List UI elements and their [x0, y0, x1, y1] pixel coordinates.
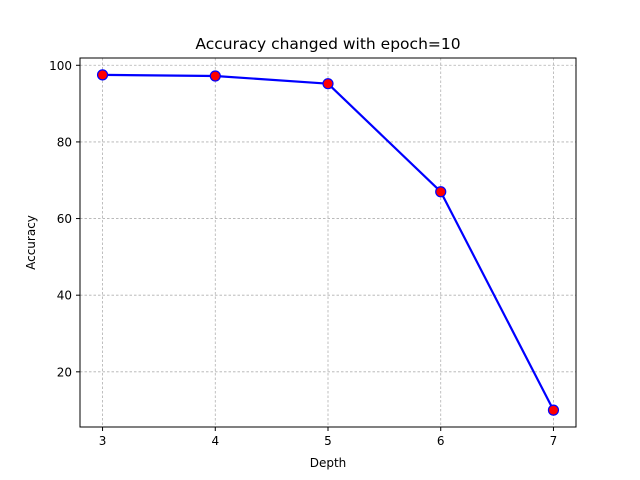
- y-tick-label: 40: [57, 289, 72, 303]
- x-tick-label: 3: [99, 434, 107, 448]
- data-point: [209, 70, 221, 82]
- data-point: [96, 69, 109, 81]
- data-point: [547, 404, 560, 416]
- x-tick-label: 5: [324, 434, 332, 448]
- x-axis-label: Depth: [310, 456, 347, 470]
- x-tick-label: 4: [211, 434, 219, 448]
- y-axis-label: Accuracy: [24, 215, 38, 270]
- ticks: 3 4 5 6 7 20 40 60 80 100: [49, 59, 557, 448]
- data-point: [435, 186, 447, 198]
- series-layer: [96, 69, 560, 416]
- y-tick-label: 80: [57, 135, 72, 149]
- y-tick-label: 60: [57, 212, 72, 226]
- grid-lines: [80, 58, 576, 427]
- x-tick-label: 6: [437, 434, 445, 448]
- y-tick-label: 20: [57, 365, 72, 379]
- x-tick-label: 7: [550, 434, 558, 448]
- chart-title: Accuracy changed with epoch=10: [195, 35, 460, 53]
- y-tick-label: 100: [49, 59, 72, 73]
- data-point: [322, 78, 334, 90]
